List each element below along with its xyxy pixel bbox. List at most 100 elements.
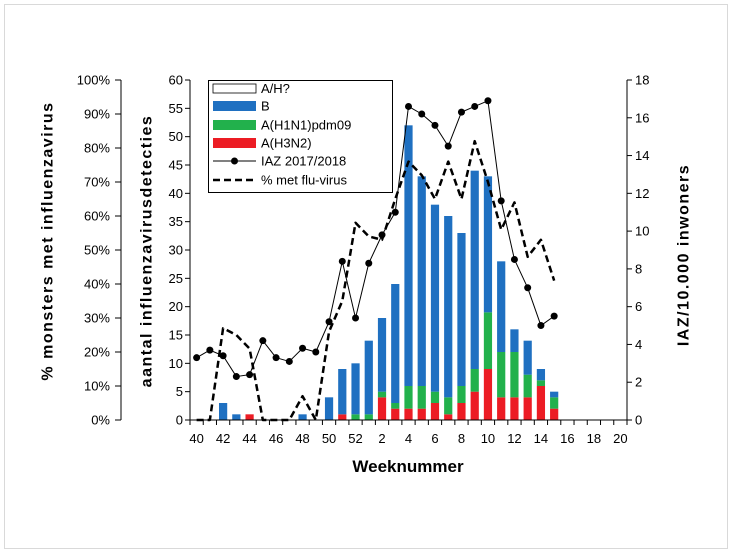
pct-axis-tick-label: 20% [84,345,110,360]
bar-a-h1n1-pdm09-week-2 [377,391,387,398]
legend-swatch-iaz-marker [231,157,238,165]
count-axis-tick-label: 15 [169,328,183,343]
pct-axis-tick-label: 0% [91,413,110,428]
bar-b-week-8 [457,233,466,386]
count-axis-tick-label: 60 [169,73,183,88]
iaz-axis-tick-label: 18 [635,73,649,88]
iaz-2017-2018-point-week-45 [259,337,267,345]
count-axis-tick-label: 0 [176,413,183,428]
legend-label-a-h: A/H? [261,81,290,96]
iaz-2017-2018-point-week-12 [510,255,518,263]
iaz-axis-tick-label: 0 [635,413,642,428]
iaz-axis-tick-label: 4 [635,337,642,352]
bar-b-week-13 [523,340,532,375]
bar-a-h3n2-week-4 [404,408,413,420]
legend-label-a-h1n1-pdm09: A(H1N1)pdm09 [261,118,351,133]
bar-b-week-9 [470,170,479,369]
iaz-axis-title: IAZ/10.000 inwoners [676,164,693,346]
iaz-2017-2018-point-week-44 [246,371,254,379]
pct-axis-tick-label: 80% [84,141,110,156]
bar-a-h3n2-week-10 [483,369,493,420]
bar-a-h1n1-pdm09-week-8 [457,386,466,403]
bar-a-h3n2-week-8 [457,403,466,420]
legend-label-iaz: IAZ 2017/2018 [261,154,346,169]
count-axis-title: aantal influenzavirusdetecties [139,115,156,388]
iaz-2017-2018-point-week-4 [405,102,412,110]
bar-a-h1n1-pdm09-week-52 [351,414,360,420]
legend-swatch-a-h1n1-pdm09 [213,120,256,130]
legend: A/H? B A(H1N1)pdm09 A(H3N2) IAZ 2017/201… [208,80,393,193]
bar-b-week-15 [550,391,559,398]
x-tick-label: 48 [295,431,309,446]
bar-b-week-52 [351,363,360,415]
legend-label-a-h3n2: A(H3N2) [261,136,312,151]
x-tick-label: 44 [242,431,256,446]
x-tick-label: 12 [507,431,521,446]
x-tick-label: 14 [534,431,548,446]
iaz-2017-2018-point-week-14 [537,322,545,330]
x-tick-label: 40 [189,431,203,446]
iaz-2017-2018-point-week-49 [312,348,320,356]
bar-a-h1n1-pdm09-week-3 [391,403,400,409]
bar-a-h3n2-week-13 [523,397,532,420]
bar-a-h1n1-pdm09-week-14 [536,380,546,386]
bar-a-h1n1-pdm09-week-4 [404,386,413,409]
iaz-2017-2018-point-week-48 [299,344,307,352]
legend-label-pct: % met flu-virus [261,173,347,188]
bar-a-h3n2-week-7 [444,414,453,420]
iaz-2017-2018-point-week-5 [418,110,426,118]
x-tick-label: 4 [405,431,412,446]
iaz-2017-2018-point-week-10 [484,97,492,105]
pct-axis-tick-label: 40% [84,277,110,292]
bar-a-h3n2-week-51 [338,414,347,420]
iaz-axis-tick-label: 8 [635,261,642,276]
iaz-2017-2018-point-week-40 [193,354,201,362]
pct-axis-tick-label: 60% [84,209,110,224]
x-axis-title: Weeknummer [352,457,464,476]
x-tick-label: 18 [587,431,601,446]
iaz-axis-tick-label: 6 [635,299,642,314]
bar-b-week-1 [364,340,373,415]
bar-b-week-5 [417,176,426,386]
legend-swatch-a-h [212,83,257,94]
iaz-2017-2018-point-week-7 [444,142,452,150]
count-axis-tick-label: 20 [169,299,183,314]
x-tick-label: 16 [560,431,574,446]
count-axis-tick-label: 45 [169,158,183,173]
iaz-2017-2018-point-week-51 [338,257,346,265]
bar-a-h1n1-pdm09-week-5 [417,386,426,409]
bar-a-h1n1-pdm09-week-6 [430,391,440,403]
x-tick-label: 46 [269,431,283,446]
bar-a-h3n2-week-9 [470,391,479,420]
iaz-axis-tick-label: 2 [635,375,642,390]
bar-a-h1n1-pdm09-week-9 [470,369,479,392]
pct-axis-title: % monsters met influenzavirus [40,101,57,380]
x-tick-label: 20 [613,431,627,446]
x-tick-label: 42 [216,431,230,446]
pct-axis-tick-label: 50% [84,243,110,258]
bar-b-week-3 [391,284,400,403]
bar-layer [219,125,559,420]
bar-b-week-2 [377,318,387,392]
bar-b-week-6 [430,204,440,392]
bar-a-h1n1-pdm09-week-12 [510,352,519,398]
bar-b-week-43 [232,414,241,420]
iaz-2017-2018-point-week-11 [497,197,505,205]
bar-b-week-12 [510,329,519,352]
iaz-2017-2018-point-week-3 [391,208,399,216]
bar-b-week-48 [298,414,307,420]
count-axis-tick-label: 10 [169,356,183,371]
bar-b-week-51 [338,369,347,415]
count-axis-tick-label: 25 [169,271,183,286]
iaz-2017-2018-point-week-9 [471,102,479,110]
x-tick-label: 2 [378,431,385,446]
x-tick-label: 52 [348,431,362,446]
pct-axis-tick-label: 30% [84,311,110,326]
chart-frame [4,4,728,549]
count-axis-tick-label: 30 [169,243,183,258]
legend-swatch-a-h3n2 [213,138,256,148]
bar-a-h3n2-week-12 [510,397,519,420]
iaz-2017-2018-point-week-42 [219,352,227,360]
bar-a-h1n1-pdm09-week-7 [444,397,453,415]
